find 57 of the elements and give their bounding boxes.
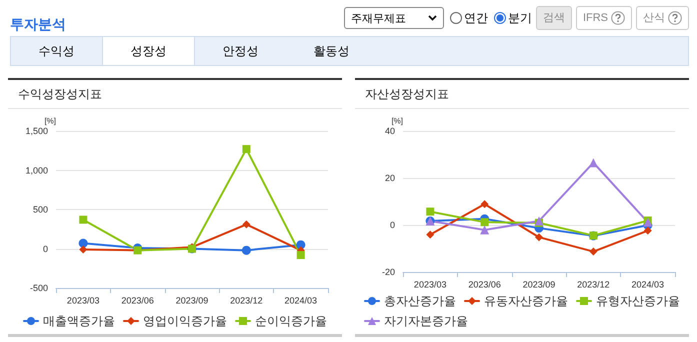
text: 활동성	[312, 43, 350, 60]
point	[78, 238, 88, 248]
text: IFRS	[576, 6, 632, 30]
point	[242, 246, 251, 255]
x-tick-label: 2024/03	[632, 280, 664, 290]
legend-label: 유동자산증가율	[484, 294, 568, 308]
y-tick-label: 1,500	[25, 126, 48, 136]
legend-label: 영업이익증가율	[143, 314, 227, 328]
x-tick-label: 2023/09	[522, 280, 556, 290]
legend-label: 자기자본증가율	[384, 314, 468, 328]
x-tick-label: 2023/06	[468, 280, 501, 290]
y-axis-title: [%]	[391, 116, 403, 126]
text: 검색	[536, 6, 572, 30]
text: 산식	[636, 6, 689, 30]
x-tick-label: 2023/06	[121, 296, 154, 306]
point	[589, 248, 598, 256]
point	[480, 218, 489, 226]
y-tick-label: 20	[384, 173, 395, 183]
point	[296, 251, 305, 260]
y-tick-label: 40	[384, 126, 395, 136]
point	[242, 220, 250, 228]
y-tick-label: 0	[42, 244, 48, 254]
point	[480, 200, 489, 208]
point	[426, 230, 434, 239]
text: 성장성	[102, 37, 195, 65]
legend-label: 순이익증가율	[255, 314, 327, 328]
x-tick-label: 2023/12	[230, 296, 263, 306]
chart-title: 자산성장성지표	[355, 80, 689, 109]
x-tick-label: 2023/09	[176, 296, 208, 306]
text: 분기	[506, 10, 532, 26]
legend-label: 매출액증가율	[43, 314, 115, 328]
y-tick-label: 500	[32, 204, 48, 214]
point	[242, 145, 250, 154]
legend-label: 유형자산증가율	[596, 294, 680, 308]
y-tick-label: -20	[382, 267, 395, 277]
point	[79, 216, 88, 224]
text: 안정성	[222, 43, 260, 60]
point	[79, 246, 88, 254]
point	[644, 226, 652, 235]
y-axis-title: [%]	[44, 116, 56, 126]
x-tick-label: 2023/03	[414, 280, 446, 290]
x-tick-label: 2023/12	[577, 280, 610, 290]
x-tick-label: 2024/03	[284, 296, 318, 306]
point	[588, 158, 598, 168]
legend-label: 총자산증가율	[384, 294, 456, 308]
text: 수익성	[38, 43, 76, 60]
x-tick-label: 2023/03	[66, 296, 100, 306]
y-tick-label: 0	[390, 220, 395, 230]
point	[535, 233, 543, 242]
text: 연간	[462, 10, 488, 26]
y-tick-label: -500	[30, 283, 48, 293]
y-tick-label: 1,000	[25, 165, 48, 176]
text: 주재무제표	[350, 12, 406, 26]
text: 투자분석	[10, 16, 66, 34]
chart-title: 수익성장성지표	[8, 80, 342, 109]
point	[426, 208, 434, 216]
point	[480, 225, 490, 234]
